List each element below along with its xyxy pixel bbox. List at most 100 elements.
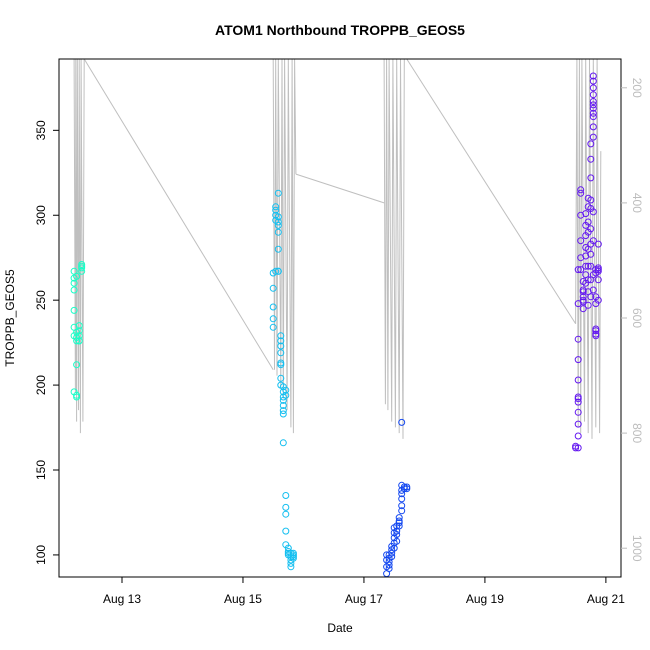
data-point-flight-4 <box>592 325 600 333</box>
data-point-flight-4 <box>574 376 582 384</box>
data-point-flight-4 <box>589 286 597 294</box>
data-point-flight-2 <box>279 407 287 415</box>
data-point-flight-2 <box>289 549 297 557</box>
data-point-flight-2 <box>282 386 290 394</box>
data-point-flight-4 <box>594 240 602 248</box>
data-point-flight-4 <box>589 72 597 80</box>
data-point-flight-2 <box>274 267 282 275</box>
data-point-flight-2 <box>269 284 277 292</box>
data-point-flight-2 <box>272 206 280 214</box>
data-point-flight-2 <box>277 359 285 367</box>
data-point-flight-4 <box>577 254 585 262</box>
data-point-flight-3 <box>398 502 406 510</box>
data-point-flight-4 <box>594 264 602 272</box>
data-point-flight-2 <box>277 342 285 350</box>
data-point-flight-4 <box>587 174 595 182</box>
data-point-flight-2 <box>269 315 277 323</box>
altitude-trace-flight-1 <box>72 58 85 434</box>
data-point-flight-4 <box>589 98 597 105</box>
data-point-flight-4 <box>577 189 585 197</box>
y-tick-label: 200 <box>34 375 48 395</box>
data-point-flight-3 <box>393 531 401 538</box>
data-point-flight-2 <box>277 337 285 345</box>
data-point-flight-1 <box>75 322 83 330</box>
data-point-flight-4 <box>584 276 592 284</box>
chart-title: ATOM1 Northbound TROPPB_GEOS5 <box>215 22 465 38</box>
x-tick-label: Aug 15 <box>224 592 262 606</box>
data-point-flight-4 <box>582 262 590 270</box>
data-point-flight-2 <box>274 228 282 236</box>
data-point-flight-3 <box>403 483 411 491</box>
data-point-flight-4 <box>589 109 597 117</box>
data-point-flight-4 <box>589 84 597 92</box>
data-point-flight-1 <box>75 327 83 335</box>
data-point-flight-4 <box>577 211 585 219</box>
data-point-flight-4 <box>589 113 597 121</box>
altitude-transit-line <box>83 58 274 371</box>
data-point-flight-2 <box>274 218 282 226</box>
x-tick-label: Aug 19 <box>466 592 504 606</box>
data-point-flight-1 <box>73 361 81 369</box>
data-point-flight-2 <box>274 189 282 197</box>
x-axis: Aug 13 Aug 15 Aug 17 Aug 19 Aug 21 <box>103 577 625 606</box>
data-point-flight-3 <box>385 561 393 569</box>
data-point-flight-1 <box>78 264 86 272</box>
data-point-flight-2 <box>279 402 287 409</box>
data-point-flight-4 <box>589 101 597 109</box>
y2-axis: 200 400 600 800 1000 <box>621 78 644 562</box>
data-point-flight-4 <box>587 225 595 233</box>
data-point-flight-4 <box>579 305 587 313</box>
data-point-flight-2 <box>277 374 285 382</box>
y-tick-label: 250 <box>34 290 48 310</box>
data-point-flight-2 <box>272 267 280 275</box>
data-point-flight-2 <box>279 410 287 418</box>
data-point-flight-3 <box>385 565 393 572</box>
data-point-flight-1 <box>73 272 81 280</box>
data-point-flight-2 <box>274 213 282 221</box>
data-point-flight-4 <box>587 196 595 204</box>
data-point-flight-2 <box>272 203 280 211</box>
y-tick-label: 350 <box>34 120 48 140</box>
data-point-flight-2 <box>282 510 290 518</box>
data-point-flight-4 <box>592 332 600 340</box>
data-point-flight-4 <box>587 155 595 163</box>
data-point-flight-4 <box>577 186 585 194</box>
data-point-flight-4 <box>577 237 585 245</box>
y2-tick-label: 600 <box>630 308 644 328</box>
x-axis-label: Date <box>327 621 353 635</box>
data-point-flight-4 <box>584 301 592 309</box>
data-point-flight-4 <box>584 262 592 270</box>
altitude-transit-line <box>406 58 577 325</box>
data-point-flight-2 <box>277 332 285 340</box>
data-point-flight-1 <box>73 393 81 401</box>
data-point-flight-2 <box>269 303 277 311</box>
data-point-flight-4 <box>582 210 590 218</box>
y-axis-label: TROPPB_GEOS5 <box>3 269 17 367</box>
y-tick-label: 100 <box>34 545 48 565</box>
data-point-flight-4 <box>589 208 597 216</box>
data-point-flight-4 <box>574 356 582 364</box>
data-point-flight-3 <box>395 519 403 527</box>
data-point-flight-2 <box>287 563 295 571</box>
data-point-flight-4 <box>587 293 595 301</box>
data-point-flight-2 <box>282 503 290 511</box>
data-point-flight-3 <box>395 514 403 522</box>
y2-tick-label: 400 <box>630 193 644 213</box>
data-point-flight-3 <box>393 537 401 545</box>
data-point-flight-4 <box>574 398 582 406</box>
data-point-flight-4 <box>574 420 582 428</box>
data-point-flight-3 <box>390 544 398 552</box>
x-tick-label: Aug 13 <box>103 592 141 606</box>
data-point-flight-2 <box>279 439 287 447</box>
data-point-flight-3 <box>388 553 396 561</box>
data-point-flight-4 <box>579 288 587 296</box>
altitude-trace-flight-2 <box>272 58 297 434</box>
data-point-flight-2 <box>282 391 290 399</box>
altitude-line-layer <box>72 58 602 439</box>
data-point-flight-4 <box>589 133 597 141</box>
data-point-flight-1 <box>70 286 78 294</box>
x-tick-label: Aug 21 <box>587 592 625 606</box>
data-point-flight-3 <box>398 507 406 515</box>
data-point-flight-4 <box>579 296 587 304</box>
